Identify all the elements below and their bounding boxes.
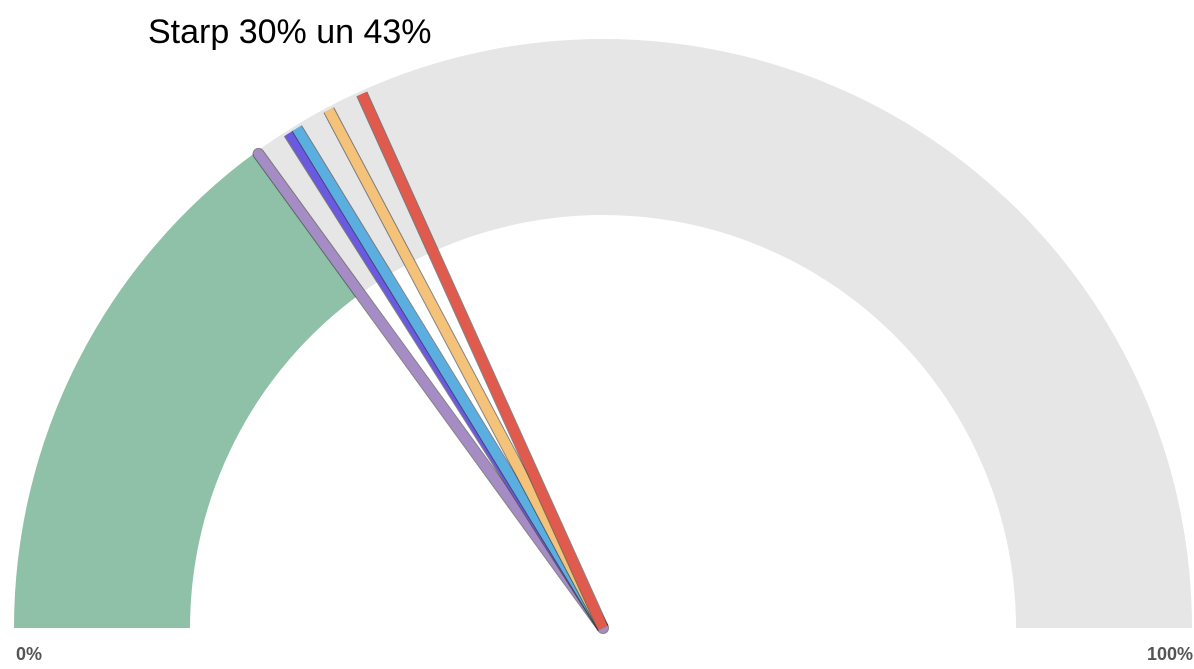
chart-title: Starp 30% un 43% [148,13,432,51]
needle [253,148,608,633]
needle [324,107,608,631]
tick-label: 0% [16,644,42,664]
needle [357,91,608,631]
tick-label: 100% [1147,644,1193,664]
gauge-value [14,151,361,628]
gauge-track [14,39,1192,628]
needle [292,125,608,631]
